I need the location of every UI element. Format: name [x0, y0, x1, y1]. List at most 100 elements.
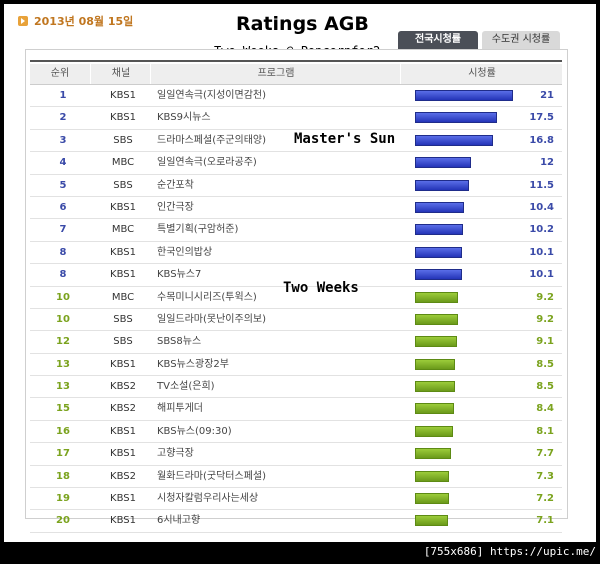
region-tabs: 전국시청률 수도권 시청률	[398, 31, 560, 49]
table-row: 18 KBS2 월화드라마(굿닥터스페셜) 7.3	[30, 466, 562, 489]
program-cell: 인간극장	[157, 201, 194, 213]
rating-value: 11.5	[529, 179, 554, 191]
program-cell: 6시내고향	[157, 515, 201, 527]
rating-bar	[415, 470, 449, 482]
rating-bar	[415, 112, 497, 124]
ratings-table-body: 1 KBS1 일일연속극(지성이면감천) 21 2 KBS1 KBS9시뉴스 17.5 3 SBS…	[30, 85, 562, 533]
tab-nationwide[interactable]: 전국시청률	[398, 31, 478, 49]
table-top-rule	[30, 60, 562, 62]
program-cell: KBS9시뉴스	[157, 112, 211, 124]
rank-cell: 10	[56, 313, 70, 325]
play-arrow-icon	[18, 16, 28, 26]
rating-value: 21	[540, 90, 554, 101]
program-cell: 특별기획(구암허준)	[157, 224, 239, 236]
table-row: 1 KBS1 일일연속극(지성이면감천) 21	[30, 85, 562, 108]
table-row: 3 SBS 드라마스페셜(주군의태양) 16.8	[30, 130, 562, 153]
rating-bar	[415, 157, 471, 169]
program-cell: 드라마스페셜(주군의태양)	[157, 134, 267, 146]
header-program: 프로그램	[150, 64, 401, 84]
rank-cell: 13	[56, 358, 70, 370]
ratings-title: Ratings AGB	[236, 13, 369, 35]
rating-value: 7.1	[536, 515, 554, 527]
program-cell: 월화드라마(굿닥터스페셜)	[157, 470, 267, 482]
rank-cell: 8	[59, 246, 67, 258]
channel-cell: KBS1	[110, 112, 136, 124]
header-channel: 채널	[90, 64, 151, 84]
program-cell: 해피투게더	[157, 403, 203, 415]
channel-cell: KBS1	[110, 493, 136, 505]
table-row: 13 KBS1 KBS뉴스광장2부 8.5	[30, 354, 562, 377]
channel-cell: KBS1	[110, 269, 136, 281]
annotation-masters-sun: Master's Sun	[294, 131, 396, 147]
channel-cell: MBC	[111, 224, 135, 236]
channel-cell: KBS1	[110, 358, 136, 370]
rating-bar	[415, 381, 455, 393]
header-rank: 순위	[50, 68, 70, 79]
rank-cell: 17	[56, 448, 70, 460]
channel-cell: MBC	[111, 291, 135, 303]
rating-bar	[415, 246, 462, 258]
rating-bar	[415, 179, 469, 191]
program-cell: 일일드라마(못난이주의보)	[157, 313, 267, 325]
channel-cell: KBS1	[110, 425, 136, 437]
channel-cell: KBS2	[110, 381, 136, 393]
program-cell: SBS8뉴스	[157, 336, 202, 348]
table-row: 19 KBS1 시청자칼럼우리사는세상 7.2	[30, 488, 562, 511]
table-row: 10 MBC 수목미니시리즈(투윅스) 9.2	[30, 287, 562, 309]
table-header: 순위 채널 프로그램 시청률	[30, 64, 562, 85]
date-header: 2013년 08월 15일	[18, 13, 133, 29]
rating-value: 9.1	[536, 336, 554, 348]
rating-bar	[415, 224, 463, 236]
channel-cell: SBS	[113, 313, 133, 325]
rank-cell: 13	[56, 381, 70, 393]
rating-bar	[415, 134, 493, 146]
rating-bar	[415, 358, 455, 370]
annotation-two-weeks: Two Weeks	[283, 280, 359, 296]
rating-value: 8.5	[536, 358, 554, 370]
rank-cell: 7	[59, 224, 67, 236]
program-cell: 한국인의밥상	[157, 246, 213, 258]
rating-value: 10.1	[529, 246, 554, 258]
rating-value: 7.7	[536, 448, 554, 460]
tab-capital-area[interactable]: 수도권 시청률	[482, 31, 560, 49]
table-row: 16 KBS1 KBS뉴스(09:30) 8.1	[30, 421, 562, 444]
rating-value: 7.3	[536, 470, 554, 482]
rating-bar	[415, 201, 464, 213]
program-cell: 수목미니시리즈(투윅스)	[157, 291, 257, 303]
table-row: 2 KBS1 KBS9시뉴스 17.5	[30, 107, 562, 130]
table-row: 8 KBS1 한국인의밥상 10.1	[30, 242, 562, 265]
rank-cell: 4	[59, 157, 67, 169]
table-row: 13 KBS2 TV소설(은희) 8.5	[30, 376, 562, 399]
channel-cell: KBS1	[110, 201, 136, 213]
program-cell: 순간포착	[157, 179, 194, 191]
rank-cell: 15	[56, 403, 70, 415]
rating-value: 9.2	[536, 291, 554, 303]
table-row: 7 MBC 특별기획(구암허준) 10.2	[30, 219, 562, 242]
header-rating: 시청률	[400, 64, 563, 84]
rank-cell: 1	[59, 90, 67, 101]
rank-cell: 5	[59, 179, 67, 191]
rating-value: 10.4	[529, 201, 554, 213]
program-cell: 일일연속극(지성이면감천)	[157, 90, 267, 101]
rank-cell: 6	[59, 201, 67, 213]
rating-bar	[415, 493, 449, 505]
table-row: 4 MBC 일일연속극(오로라공주) 12	[30, 152, 562, 175]
ratings-table-container	[25, 49, 568, 519]
broadcast-date: 2013년 08월 15일	[34, 15, 134, 28]
rating-value: 16.8	[529, 134, 554, 146]
rank-cell: 2	[59, 112, 67, 124]
program-cell: KBS뉴스광장2부	[157, 358, 229, 370]
rating-value: 8.1	[536, 425, 554, 437]
channel-cell: SBS	[113, 336, 133, 348]
rating-value: 17.5	[529, 112, 554, 124]
program-cell: TV소설(은희)	[157, 381, 215, 393]
table-row: 15 KBS2 해피투게더 8.4	[30, 398, 562, 421]
rank-cell: 20	[56, 515, 70, 527]
rank-cell: 16	[56, 425, 70, 437]
program-cell: KBS뉴스(09:30)	[157, 425, 232, 437]
channel-cell: KBS2	[110, 470, 136, 482]
program-cell: 일일연속극(오로라공주)	[157, 157, 257, 169]
table-row: 5 SBS 순간포착 11.5	[30, 175, 562, 197]
rank-cell: 12	[56, 336, 70, 348]
rank-cell: 3	[59, 134, 67, 146]
